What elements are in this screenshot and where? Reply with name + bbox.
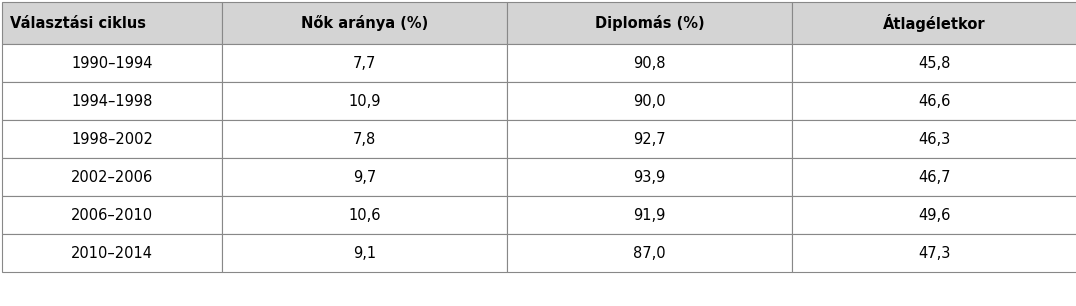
Bar [2, 2, 222, 44]
Text: 46,7: 46,7 [918, 170, 951, 185]
Bar [2, 234, 222, 272]
Text: 46,3: 46,3 [919, 132, 950, 147]
Text: 2010–2014: 2010–2014 [71, 245, 153, 260]
Text: Választási ciklus: Választási ciklus [10, 16, 146, 31]
Text: 1994–1998: 1994–1998 [71, 94, 153, 109]
Text: Diplomás (%): Diplomás (%) [595, 15, 705, 31]
Bar [2, 82, 222, 120]
Bar [2, 158, 222, 196]
Text: 93,9: 93,9 [634, 170, 666, 185]
Bar [222, 196, 507, 234]
Bar [222, 2, 507, 44]
Bar [507, 2, 792, 44]
Text: 91,9: 91,9 [634, 207, 666, 222]
Text: 7,7: 7,7 [353, 55, 377, 70]
Bar [507, 158, 792, 196]
Bar [222, 234, 507, 272]
Bar [222, 82, 507, 120]
Bar [2, 44, 222, 82]
Text: 10,6: 10,6 [349, 207, 381, 222]
Bar [507, 82, 792, 120]
Bar [2, 120, 222, 158]
Text: 90,0: 90,0 [633, 94, 666, 109]
Text: 49,6: 49,6 [918, 207, 951, 222]
Bar [507, 44, 792, 82]
Text: 45,8: 45,8 [918, 55, 951, 70]
Bar [222, 158, 507, 196]
Text: 2002–2006: 2002–2006 [71, 170, 153, 185]
Bar [2, 196, 222, 234]
Bar [222, 44, 507, 82]
Text: 10,9: 10,9 [349, 94, 381, 109]
Text: 9,1: 9,1 [353, 245, 377, 260]
Text: 1990–1994: 1990–1994 [71, 55, 153, 70]
Bar [792, 44, 1076, 82]
Text: 46,6: 46,6 [918, 94, 951, 109]
Text: 2006–2010: 2006–2010 [71, 207, 153, 222]
Text: 7,8: 7,8 [353, 132, 377, 147]
Bar [507, 120, 792, 158]
Bar [792, 2, 1076, 44]
Bar [792, 82, 1076, 120]
Bar [792, 234, 1076, 272]
Text: 9,7: 9,7 [353, 170, 377, 185]
Text: 92,7: 92,7 [633, 132, 666, 147]
Text: 47,3: 47,3 [918, 245, 951, 260]
Bar [792, 120, 1076, 158]
Bar [222, 120, 507, 158]
Bar [792, 158, 1076, 196]
Text: Nők aránya (%): Nők aránya (%) [301, 15, 428, 31]
Text: 87,0: 87,0 [633, 245, 666, 260]
Text: Átlagéletkor: Átlagéletkor [883, 14, 986, 32]
Bar [792, 196, 1076, 234]
Text: 1998–2002: 1998–2002 [71, 132, 153, 147]
Bar [507, 234, 792, 272]
Bar [507, 196, 792, 234]
Text: 90,8: 90,8 [634, 55, 666, 70]
